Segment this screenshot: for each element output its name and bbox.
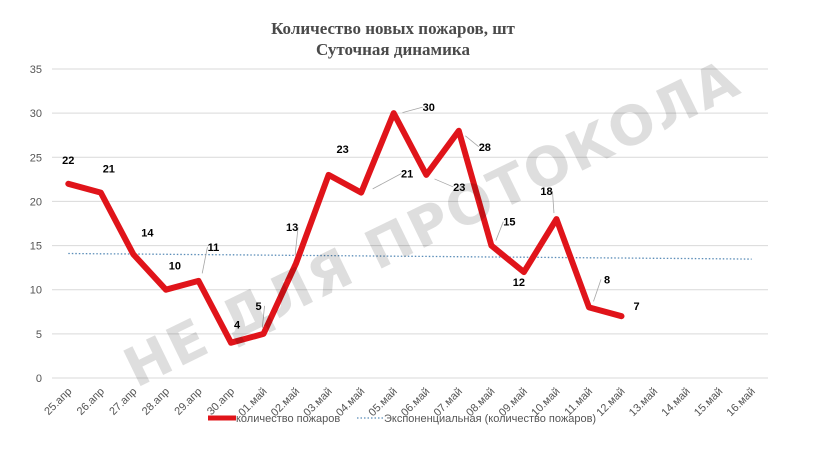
x-tick-label: 26.апр bbox=[75, 386, 107, 418]
chart-title: Количество новых пожаров, шт bbox=[271, 19, 515, 38]
data-label: 28 bbox=[479, 142, 491, 154]
leader-line bbox=[552, 191, 555, 214]
legend-label-trend: Экспоненциальная (количество пожаров) bbox=[384, 413, 596, 425]
data-label: 18 bbox=[540, 186, 552, 198]
y-tick-label: 15 bbox=[30, 241, 42, 253]
data-label: 21 bbox=[401, 169, 413, 181]
data-label: 21 bbox=[103, 164, 115, 176]
x-tick-label: 13.май bbox=[627, 386, 660, 419]
data-label: 12 bbox=[513, 277, 525, 289]
watermark-text: НЕ ДЛЯ ПРОТОКОЛА bbox=[114, 47, 749, 400]
data-label: 11 bbox=[208, 242, 220, 254]
x-tick-label: 14.май bbox=[659, 386, 692, 419]
y-axis-ticks: 0 5 10 15 20 25 30 35 bbox=[30, 64, 42, 385]
data-labels: 22 21 14 10 11 4 5 13 23 21 30 23 28 15 12 18 8 7 bbox=[62, 102, 639, 332]
chart-subtitle: Суточная динамика bbox=[316, 40, 470, 59]
data-label: 23 bbox=[453, 182, 465, 194]
leader-line bbox=[372, 173, 402, 190]
leader-line bbox=[593, 279, 602, 302]
x-tick-label: 30.апр bbox=[205, 386, 237, 418]
data-label: 13 bbox=[286, 222, 298, 234]
leader-line bbox=[201, 246, 208, 274]
leader-line bbox=[465, 135, 480, 148]
leader-line bbox=[434, 178, 454, 188]
data-label: 22 bbox=[62, 155, 74, 167]
legend-label-fires: количество пожаров bbox=[236, 413, 340, 425]
data-label: 5 bbox=[255, 301, 261, 313]
data-label: 30 bbox=[423, 102, 435, 114]
y-tick-label: 10 bbox=[30, 285, 42, 297]
y-tick-label: 5 bbox=[36, 329, 42, 341]
y-tick-label: 0 bbox=[36, 373, 42, 385]
x-tick-label: 16.май bbox=[725, 386, 758, 419]
leader-line bbox=[495, 221, 504, 241]
x-tick-label: 29.апр bbox=[172, 386, 204, 418]
y-tick-label: 30 bbox=[30, 108, 42, 120]
data-label: 10 bbox=[169, 261, 181, 273]
y-tick-label: 35 bbox=[30, 64, 42, 76]
x-tick-label: 25.апр bbox=[42, 386, 74, 418]
leader-line bbox=[261, 305, 265, 328]
data-label: 14 bbox=[141, 227, 154, 239]
data-label: 4 bbox=[234, 320, 241, 332]
data-label: 23 bbox=[337, 144, 349, 156]
x-tick-label: 27.апр bbox=[107, 386, 139, 418]
legend: количество пожаров Экспоненциальная (кол… bbox=[208, 413, 596, 425]
x-tick-label: 12.май bbox=[594, 386, 627, 419]
leader-line bbox=[402, 106, 423, 114]
x-tick-label: 15.май bbox=[692, 386, 725, 419]
y-tick-label: 25 bbox=[30, 152, 42, 164]
data-label: 15 bbox=[503, 217, 515, 229]
fires-series-line bbox=[65, 110, 625, 346]
data-label: 8 bbox=[604, 274, 610, 286]
series-layer bbox=[65, 110, 752, 346]
leader-line bbox=[294, 227, 299, 256]
y-tick-label: 20 bbox=[30, 196, 42, 208]
data-label: 7 bbox=[633, 301, 639, 313]
